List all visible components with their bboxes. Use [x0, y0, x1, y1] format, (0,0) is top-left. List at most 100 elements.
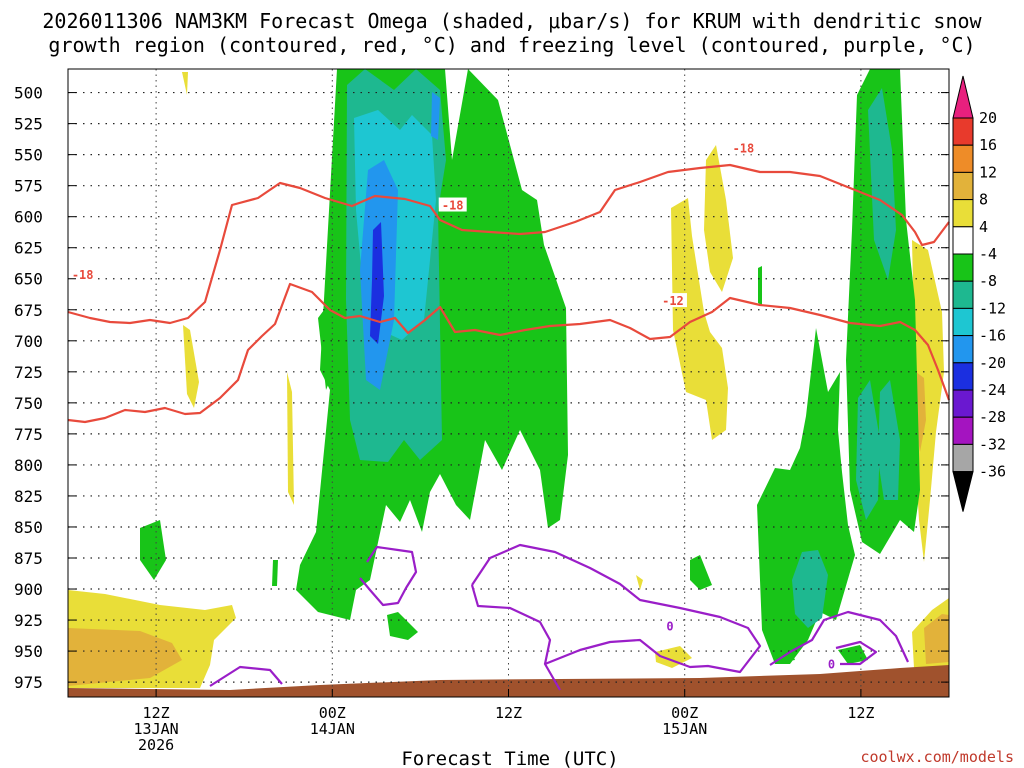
shade-yellow-b: [287, 372, 294, 505]
shade-yellow-top: [182, 72, 188, 95]
shade-green-dot: [272, 560, 278, 586]
x-tick-label-18-1: 14JAN: [310, 720, 355, 738]
y-tick-label-700: 700: [14, 332, 43, 351]
contour-lines: [67, 163, 951, 691]
contour-label-bg-3: [658, 293, 687, 308]
contour-label-2: -18: [733, 141, 755, 155]
contour-label-bg-1: [438, 197, 467, 212]
y-tick-label-800: 800: [14, 456, 43, 475]
contour-purple-e: [769, 610, 909, 666]
colorbar-label-7: -12: [979, 299, 1006, 317]
colorbar-bottom-arrow: [952, 471, 974, 512]
contour-label-bg-4: [664, 618, 677, 633]
contour-label-3: -12: [662, 294, 684, 308]
colorbar-label-8: -16: [979, 327, 1006, 345]
chart-title-line1: 2026011306 NAM3KM Forecast Omega (shaded…: [42, 9, 982, 33]
y-tick-label-525: 525: [14, 115, 43, 134]
shade-yellow-mid: [671, 198, 728, 440]
y-tick-label-850: 850: [14, 518, 43, 537]
x-tick-label-6-2: 2026: [138, 736, 174, 754]
colorbar-bin-2: [952, 144, 974, 173]
colorbar-bin-12: [952, 416, 974, 445]
shade-green-bits: [387, 612, 418, 640]
y-tick-label-725: 725: [14, 363, 43, 382]
shade-green-sliver: [758, 266, 762, 305]
contour-label-bg-2: [729, 140, 758, 155]
grid: [68, 69, 949, 697]
y-tick-label-625: 625: [14, 239, 43, 258]
colorbar: 20 16 12 8 4 -4 -8 -12 -16 -20 -24 -28 -32 -36: [952, 75, 1006, 512]
shade-green-small: [690, 555, 712, 590]
y-tick-label-900: 900: [14, 580, 43, 599]
x-tick-label-54-0: 12Z: [847, 704, 874, 722]
colorbar-bin-4: [952, 199, 974, 228]
shade-yellow-east: [912, 240, 944, 562]
contour-purple-b: [209, 665, 283, 687]
y-tick-label-950: 950: [14, 642, 43, 661]
y-tick-label-600: 600: [14, 208, 43, 227]
colorbar-label-13: -36: [979, 463, 1006, 481]
colorbar-label-0: 20: [979, 109, 997, 127]
x-tick-label-6-1: 13JAN: [134, 720, 179, 738]
colorbar-bin-13: [952, 443, 974, 473]
shade-teal-east: [868, 88, 896, 280]
contour-labels: -18 -18 -18 -12 0 0: [68, 140, 838, 672]
shade-green-east: [757, 328, 855, 664]
colorbar-label-5: -4: [979, 245, 997, 263]
shade-teal-east3: [878, 380, 900, 500]
colorbar-label-11: -28: [979, 408, 1006, 426]
contour-purple-f: [835, 640, 878, 666]
contour-label-0: -18: [72, 268, 94, 282]
x-tick-label-30-0: 12Z: [495, 704, 522, 722]
colorbar-label-4: 4: [979, 218, 988, 236]
contour-purple-c: [471, 543, 762, 691]
shade-gold-west: [68, 628, 182, 686]
x-tick-label-42-0: 00Z: [671, 704, 698, 722]
y-tick-label-750: 750: [14, 394, 43, 413]
contour-purple-d: [470, 584, 552, 665]
y-tick-label-550: 550: [14, 146, 43, 165]
x-tick-label-42-1: 15JAN: [662, 720, 707, 738]
colorbar-top-arrow: [952, 75, 974, 119]
shade-yellow-a: [183, 325, 199, 408]
colorbar-bin-10: [952, 362, 974, 391]
contour-red-upper: [67, 163, 950, 325]
shade-green-se: [838, 645, 868, 664]
colorbar-bin-8: [952, 307, 974, 337]
x-tick-label-6-0: 12Z: [143, 704, 170, 722]
colorbar-bin-1: [952, 117, 974, 146]
contour-label-5: 0: [828, 658, 835, 672]
shade-teal-east4: [792, 550, 828, 628]
contour-purple-a: [359, 545, 418, 607]
shade-yellow-tiny: [636, 575, 643, 590]
colorbar-label-3: 8: [979, 191, 988, 209]
y-axis: 500 525 550 575 600 625 650 675 700 725 750 775 800 8…: [14, 84, 949, 692]
colorbar-bin-11: [952, 389, 974, 418]
colorbar-label-12: -32: [979, 435, 1006, 453]
contour-label-bg-5: [825, 656, 838, 671]
y-tick-label-675: 675: [14, 301, 43, 320]
colorbar-label-6: -8: [979, 272, 997, 290]
y-tick-label-775: 775: [14, 425, 43, 444]
colorbar-label-2: 12: [979, 163, 997, 181]
omega-shading: [68, 69, 949, 688]
contour-label-1: -18: [442, 199, 464, 213]
y-tick-label-875: 875: [14, 549, 43, 568]
shade-darkblue-core: [370, 222, 384, 344]
y-tick-label-925: 925: [14, 611, 43, 630]
credit-link[interactable]: coolwx.com/models: [860, 748, 1014, 766]
colorbar-bin-6: [952, 253, 974, 282]
shade-yellow-mid2: [704, 145, 733, 292]
y-tick-label-500: 500: [14, 84, 43, 103]
x-tick-label-18-0: 00Z: [319, 704, 346, 722]
shade-green-west: [140, 520, 166, 580]
y-tick-label-825: 825: [14, 487, 43, 506]
shade-yellow-small: [655, 646, 692, 668]
colorbar-label-10: -24: [979, 381, 1006, 399]
x-axis-label: Forecast Time (UTC): [401, 748, 618, 768]
shade-blue-top: [431, 92, 440, 140]
colorbar-label-1: 16: [979, 136, 997, 154]
y-tick-label-975: 975: [14, 673, 43, 692]
